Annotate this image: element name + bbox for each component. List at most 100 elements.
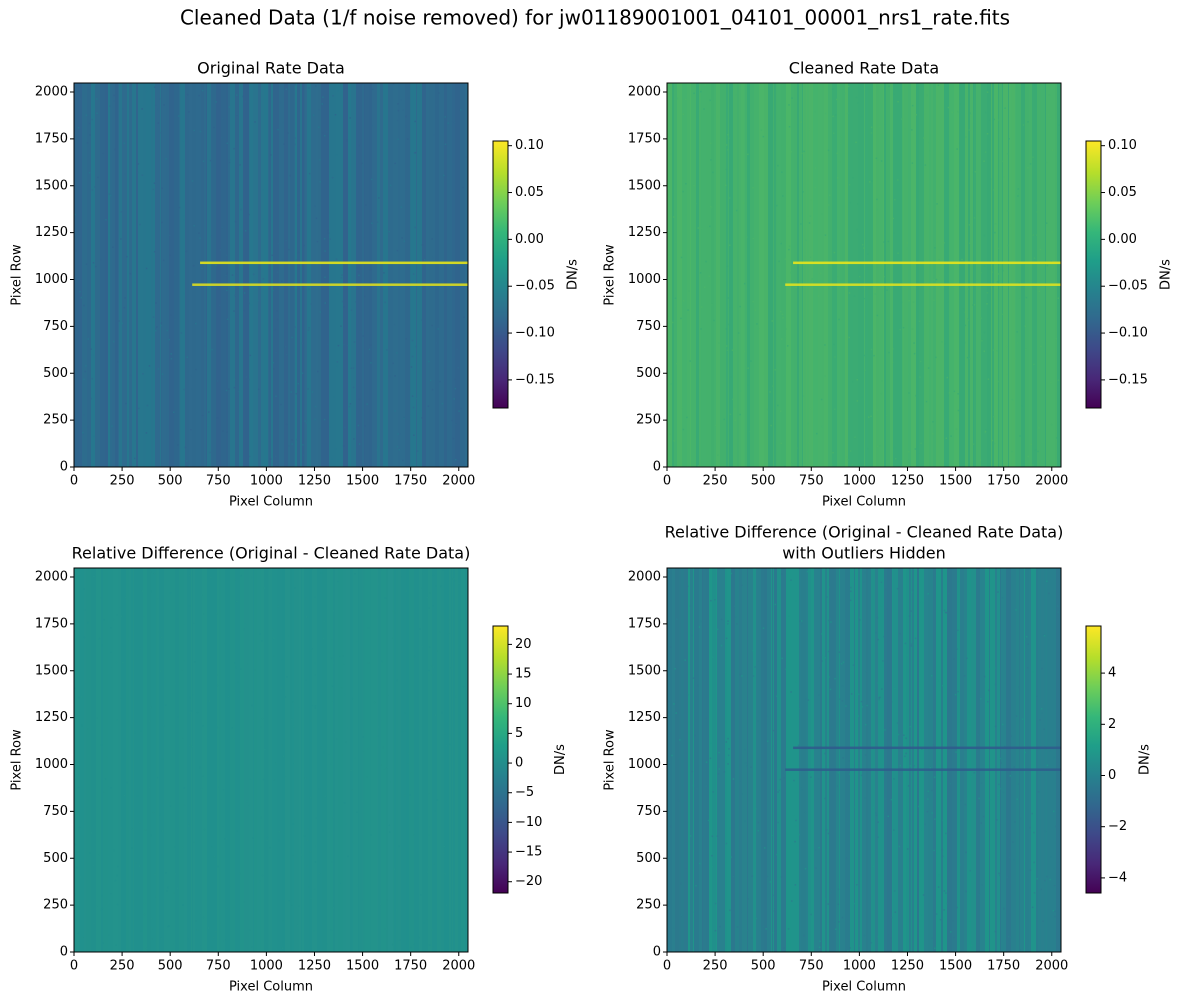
image-noise — [850, 693, 853, 695]
image-noise — [401, 730, 404, 733]
image-noise — [991, 271, 993, 273]
image-noise — [878, 698, 880, 701]
image-noise — [94, 83, 97, 86]
image-noise — [259, 880, 261, 883]
image-noise — [949, 782, 952, 785]
image-stripe — [1021, 83, 1025, 467]
image-stripe — [394, 568, 396, 952]
image-noise — [701, 306, 703, 308]
image-noise — [747, 367, 749, 369]
image-noise — [688, 290, 690, 292]
image-noise — [837, 771, 840, 774]
image-stripe — [699, 568, 702, 952]
image-noise — [712, 791, 714, 793]
image-stripe — [717, 568, 720, 952]
image-noise — [445, 904, 448, 906]
image-stripe — [91, 83, 95, 467]
image-stripe — [365, 83, 369, 467]
image-stripe — [401, 568, 406, 952]
image-stripe — [147, 568, 151, 952]
image-stripe — [433, 83, 435, 467]
image-noise — [340, 277, 343, 279]
image-noise — [283, 831, 286, 834]
image-stripe — [818, 83, 822, 467]
image-noise — [79, 875, 81, 878]
image-noise — [266, 839, 268, 841]
image-stripe — [339, 83, 343, 467]
image-noise — [985, 111, 987, 114]
image-noise — [943, 242, 945, 244]
image-stripe — [180, 83, 181, 467]
y-tick-label: 1000 — [628, 757, 661, 772]
image-noise — [801, 152, 803, 155]
image-noise — [1002, 791, 1005, 794]
image-stripe — [79, 83, 82, 467]
image-stripe — [127, 83, 129, 467]
image-stripe — [409, 568, 414, 952]
image-noise — [782, 316, 784, 319]
image-noise — [186, 460, 188, 462]
image-noise — [1000, 762, 1002, 764]
image-noise — [833, 343, 835, 346]
image-noise — [270, 154, 272, 156]
image-noise — [371, 222, 373, 224]
image-noise — [757, 821, 760, 824]
image-noise — [692, 677, 695, 679]
image-noise — [824, 234, 827, 236]
image-noise — [711, 656, 714, 659]
image-noise — [911, 162, 914, 164]
image-noise — [1017, 195, 1019, 197]
image-stripe — [118, 568, 121, 952]
image-stripe — [701, 83, 702, 467]
image-noise — [674, 668, 676, 670]
image-noise — [1048, 592, 1050, 595]
image-noise — [312, 114, 315, 116]
image-noise — [820, 654, 823, 657]
x-tick-label: 1750 — [394, 959, 427, 974]
image-noise — [828, 194, 831, 197]
image-noise — [851, 464, 853, 466]
image-noise — [94, 265, 97, 268]
image-noise — [202, 160, 205, 163]
image-noise — [419, 628, 421, 630]
image-noise — [897, 179, 899, 181]
image-noise — [677, 799, 680, 802]
image-noise — [435, 104, 437, 106]
image-noise — [315, 217, 318, 220]
image-noise — [189, 712, 191, 714]
image-noise — [357, 424, 360, 427]
image-noise — [91, 189, 94, 191]
image-noise — [346, 139, 348, 142]
image-noise — [814, 867, 817, 869]
image-noise — [358, 144, 360, 147]
image-noise — [902, 326, 905, 329]
image-noise — [903, 734, 905, 736]
image-noise — [356, 640, 358, 643]
image-noise — [856, 883, 858, 886]
image-noise — [904, 755, 906, 758]
image-stripe — [667, 568, 672, 952]
image-noise — [324, 250, 326, 252]
image-noise — [285, 239, 287, 242]
image-noise — [377, 445, 380, 448]
image-noise — [164, 85, 167, 87]
image-stripe — [380, 83, 383, 467]
image-noise — [824, 344, 826, 346]
image-noise — [193, 224, 196, 227]
image-noise — [731, 349, 734, 351]
image-stripe — [352, 568, 353, 952]
image-noise — [906, 848, 909, 850]
image-noise — [334, 113, 337, 116]
image-noise — [311, 704, 314, 707]
image-noise — [380, 568, 382, 571]
image-stripe — [447, 83, 452, 467]
image-noise — [844, 92, 846, 95]
image-stripe — [411, 83, 416, 467]
image-noise — [790, 691, 792, 693]
image-noise — [901, 118, 903, 120]
image-noise — [770, 424, 772, 427]
colorbar-label: DN/s — [553, 744, 568, 775]
image-noise — [457, 366, 459, 369]
image-noise — [202, 916, 205, 919]
image-noise — [134, 731, 136, 734]
